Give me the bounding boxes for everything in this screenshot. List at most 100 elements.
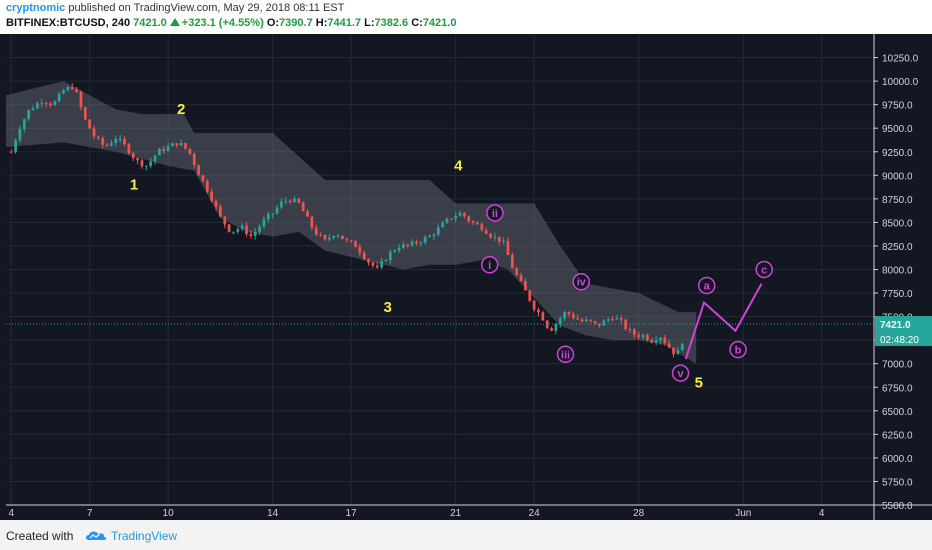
candle-body bbox=[480, 224, 484, 230]
sub-wave-label: v bbox=[677, 368, 684, 380]
candle-body bbox=[672, 347, 675, 355]
candle-body bbox=[262, 219, 266, 227]
y-tick-label: 8750.0 bbox=[882, 195, 913, 206]
publish-line: cryptnomic published on TradingView.com,… bbox=[6, 2, 344, 14]
candle-body bbox=[489, 233, 492, 238]
candle-body bbox=[101, 138, 105, 145]
candle-body bbox=[354, 241, 357, 248]
x-tick-label: 4 bbox=[8, 508, 14, 519]
candle-body bbox=[205, 180, 209, 192]
candle-body bbox=[114, 138, 118, 144]
x-tick-label: 21 bbox=[450, 508, 462, 519]
candle-body bbox=[637, 334, 641, 338]
sub-wave-circle bbox=[480, 256, 499, 274]
candle-body bbox=[197, 165, 200, 176]
candle-body bbox=[245, 225, 248, 234]
candle-body bbox=[336, 235, 340, 237]
candle-body bbox=[441, 222, 444, 228]
candle-body bbox=[105, 144, 109, 146]
candle-body bbox=[497, 236, 501, 242]
candle-body bbox=[506, 240, 510, 255]
candle-body bbox=[659, 337, 662, 341]
candle-body bbox=[654, 340, 658, 343]
tradingview-brand[interactable]: TradingView bbox=[111, 529, 178, 543]
tradingview-cloud-icon bbox=[86, 531, 107, 540]
candle-body bbox=[632, 329, 636, 335]
candle-body bbox=[219, 206, 222, 217]
y-tick-label: 8250.0 bbox=[882, 242, 913, 253]
sub-wave-circle bbox=[572, 272, 590, 291]
candle-body bbox=[388, 251, 392, 261]
candle-body bbox=[280, 201, 283, 208]
candle-body bbox=[88, 119, 92, 129]
candle-body bbox=[297, 198, 301, 203]
wave-label: 3 bbox=[384, 299, 392, 316]
cloud-band bbox=[6, 81, 697, 364]
open-value: 7390.7 bbox=[279, 17, 313, 29]
author-link[interactable]: cryptnomic bbox=[6, 2, 66, 14]
sub-wave-label: a bbox=[704, 281, 711, 293]
y-tick-label: 6250.0 bbox=[882, 430, 913, 441]
candle-body bbox=[240, 225, 244, 230]
y-tick-label: 10000.0 bbox=[882, 77, 919, 88]
countdown-badge bbox=[875, 331, 932, 347]
sub-wave-label: c bbox=[761, 265, 767, 277]
x-tick-label: Jun bbox=[735, 508, 751, 519]
candle-body bbox=[140, 160, 144, 167]
candle-body bbox=[558, 318, 562, 324]
candle-body bbox=[436, 227, 440, 235]
high-label: H: bbox=[315, 17, 328, 29]
candle-body bbox=[510, 254, 514, 269]
y-tick-label: 9000.0 bbox=[882, 171, 913, 182]
candle-body bbox=[602, 320, 606, 326]
candle-body bbox=[663, 337, 667, 344]
price-chart[interactable]: 1 2 3 4 5 i ii iii iv v a b c 10250.0 10000.0 9750.0 95… bbox=[0, 34, 932, 520]
candle-body bbox=[131, 153, 135, 159]
axes: 10250.0 10000.0 9750.0 9500.0 9250.0 9000.0 87… bbox=[6, 34, 932, 520]
candle-body bbox=[358, 247, 362, 253]
y-tick-label: 10250.0 bbox=[882, 54, 919, 65]
projection-path bbox=[684, 283, 763, 360]
candle-body bbox=[210, 191, 214, 201]
candle-body bbox=[341, 235, 344, 240]
change-value: +323.1 (+4.55%) bbox=[181, 17, 264, 29]
y-tick-label: 6500.0 bbox=[882, 407, 913, 418]
created-with-text: Created with bbox=[6, 529, 74, 543]
candle-body bbox=[458, 212, 462, 217]
candle-body bbox=[615, 318, 619, 320]
candle-body bbox=[571, 314, 575, 318]
candle-body bbox=[232, 231, 235, 233]
candle-body bbox=[402, 244, 405, 248]
candle-body bbox=[179, 142, 183, 146]
price-badge-label: 7421.0 bbox=[880, 320, 911, 331]
candle-body bbox=[585, 319, 588, 322]
candle-body bbox=[62, 90, 65, 94]
candle-body bbox=[57, 93, 61, 102]
low-label: L: bbox=[364, 17, 375, 29]
sub-wave-label: iii bbox=[561, 349, 570, 361]
x-tick-label: 17 bbox=[346, 508, 358, 519]
candle-body bbox=[149, 161, 153, 166]
y-tick-label: 9250.0 bbox=[882, 148, 913, 159]
candle-body bbox=[75, 88, 78, 92]
candle-body bbox=[18, 129, 22, 141]
candle-body bbox=[449, 218, 453, 220]
candle-body bbox=[445, 218, 449, 223]
sub-wave-label: i bbox=[488, 260, 491, 272]
candle-body bbox=[275, 207, 279, 214]
candle-body bbox=[293, 198, 296, 203]
candle-body bbox=[428, 235, 431, 238]
sub-wave-circle bbox=[671, 364, 690, 382]
open-label: O: bbox=[266, 17, 280, 29]
wave-label: 2 bbox=[177, 101, 185, 118]
wave-label: 1 bbox=[130, 176, 138, 193]
candle-body bbox=[532, 300, 536, 310]
candle-body bbox=[70, 87, 74, 89]
candle-body bbox=[528, 290, 532, 301]
candle-body bbox=[471, 221, 475, 223]
candle-body bbox=[567, 311, 571, 315]
candle-body bbox=[175, 143, 179, 146]
candle-body bbox=[136, 158, 139, 161]
